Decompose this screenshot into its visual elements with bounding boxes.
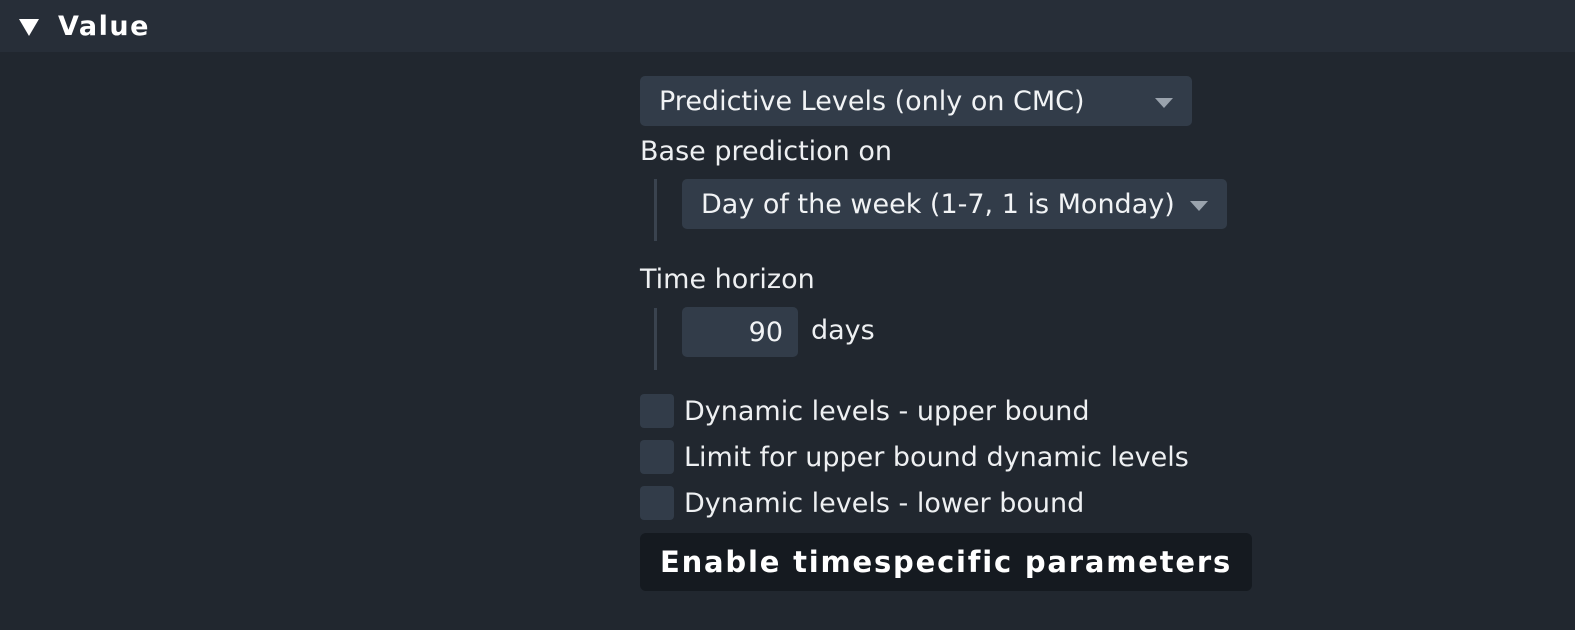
- checkbox-row-lower-bound[interactable]: Dynamic levels - lower bound: [640, 485, 1084, 521]
- triangle-down-icon[interactable]: [19, 18, 39, 36]
- lower-bound-checkbox[interactable]: [640, 486, 674, 520]
- lower-bound-label: Dynamic levels - lower bound: [684, 487, 1085, 519]
- base-prediction-indent-bar: [654, 179, 657, 241]
- section-title: Value: [58, 10, 150, 42]
- section-header[interactable]: Value: [0, 0, 1575, 52]
- levels-type-select[interactable]: Predictive Levels (only on CMC): [640, 76, 1192, 126]
- checkbox-row-upper-bound-limit[interactable]: Limit for upper bound dynamic levels: [640, 439, 1189, 475]
- upper-bound-limit-label: Limit for upper bound dynamic levels: [684, 441, 1189, 473]
- upper-bound-limit-checkbox[interactable]: [640, 440, 674, 474]
- time-horizon-unit: days: [811, 315, 875, 346]
- enable-timespecific-button[interactable]: Enable timespecific parameters: [640, 533, 1253, 591]
- upper-bound-label: Dynamic levels - upper bound: [684, 395, 1090, 427]
- upper-bound-checkbox[interactable]: [640, 394, 674, 428]
- time-horizon-label: Time horizon: [640, 264, 815, 295]
- levels-type-value: Predictive Levels (only on CMC): [659, 85, 1085, 117]
- time-horizon-input[interactable]: 90: [682, 307, 798, 357]
- chevron-down-icon: [1190, 201, 1208, 211]
- time-horizon-indent-bar: [654, 308, 657, 370]
- base-prediction-value: Day of the week (1-7, 1 is Monday): [701, 188, 1175, 220]
- checkbox-row-upper-bound[interactable]: Dynamic levels - upper bound: [640, 393, 1090, 429]
- base-prediction-select[interactable]: Day of the week (1-7, 1 is Monday): [682, 179, 1227, 229]
- base-prediction-label: Base prediction on: [640, 136, 893, 167]
- chevron-down-icon: [1155, 98, 1173, 108]
